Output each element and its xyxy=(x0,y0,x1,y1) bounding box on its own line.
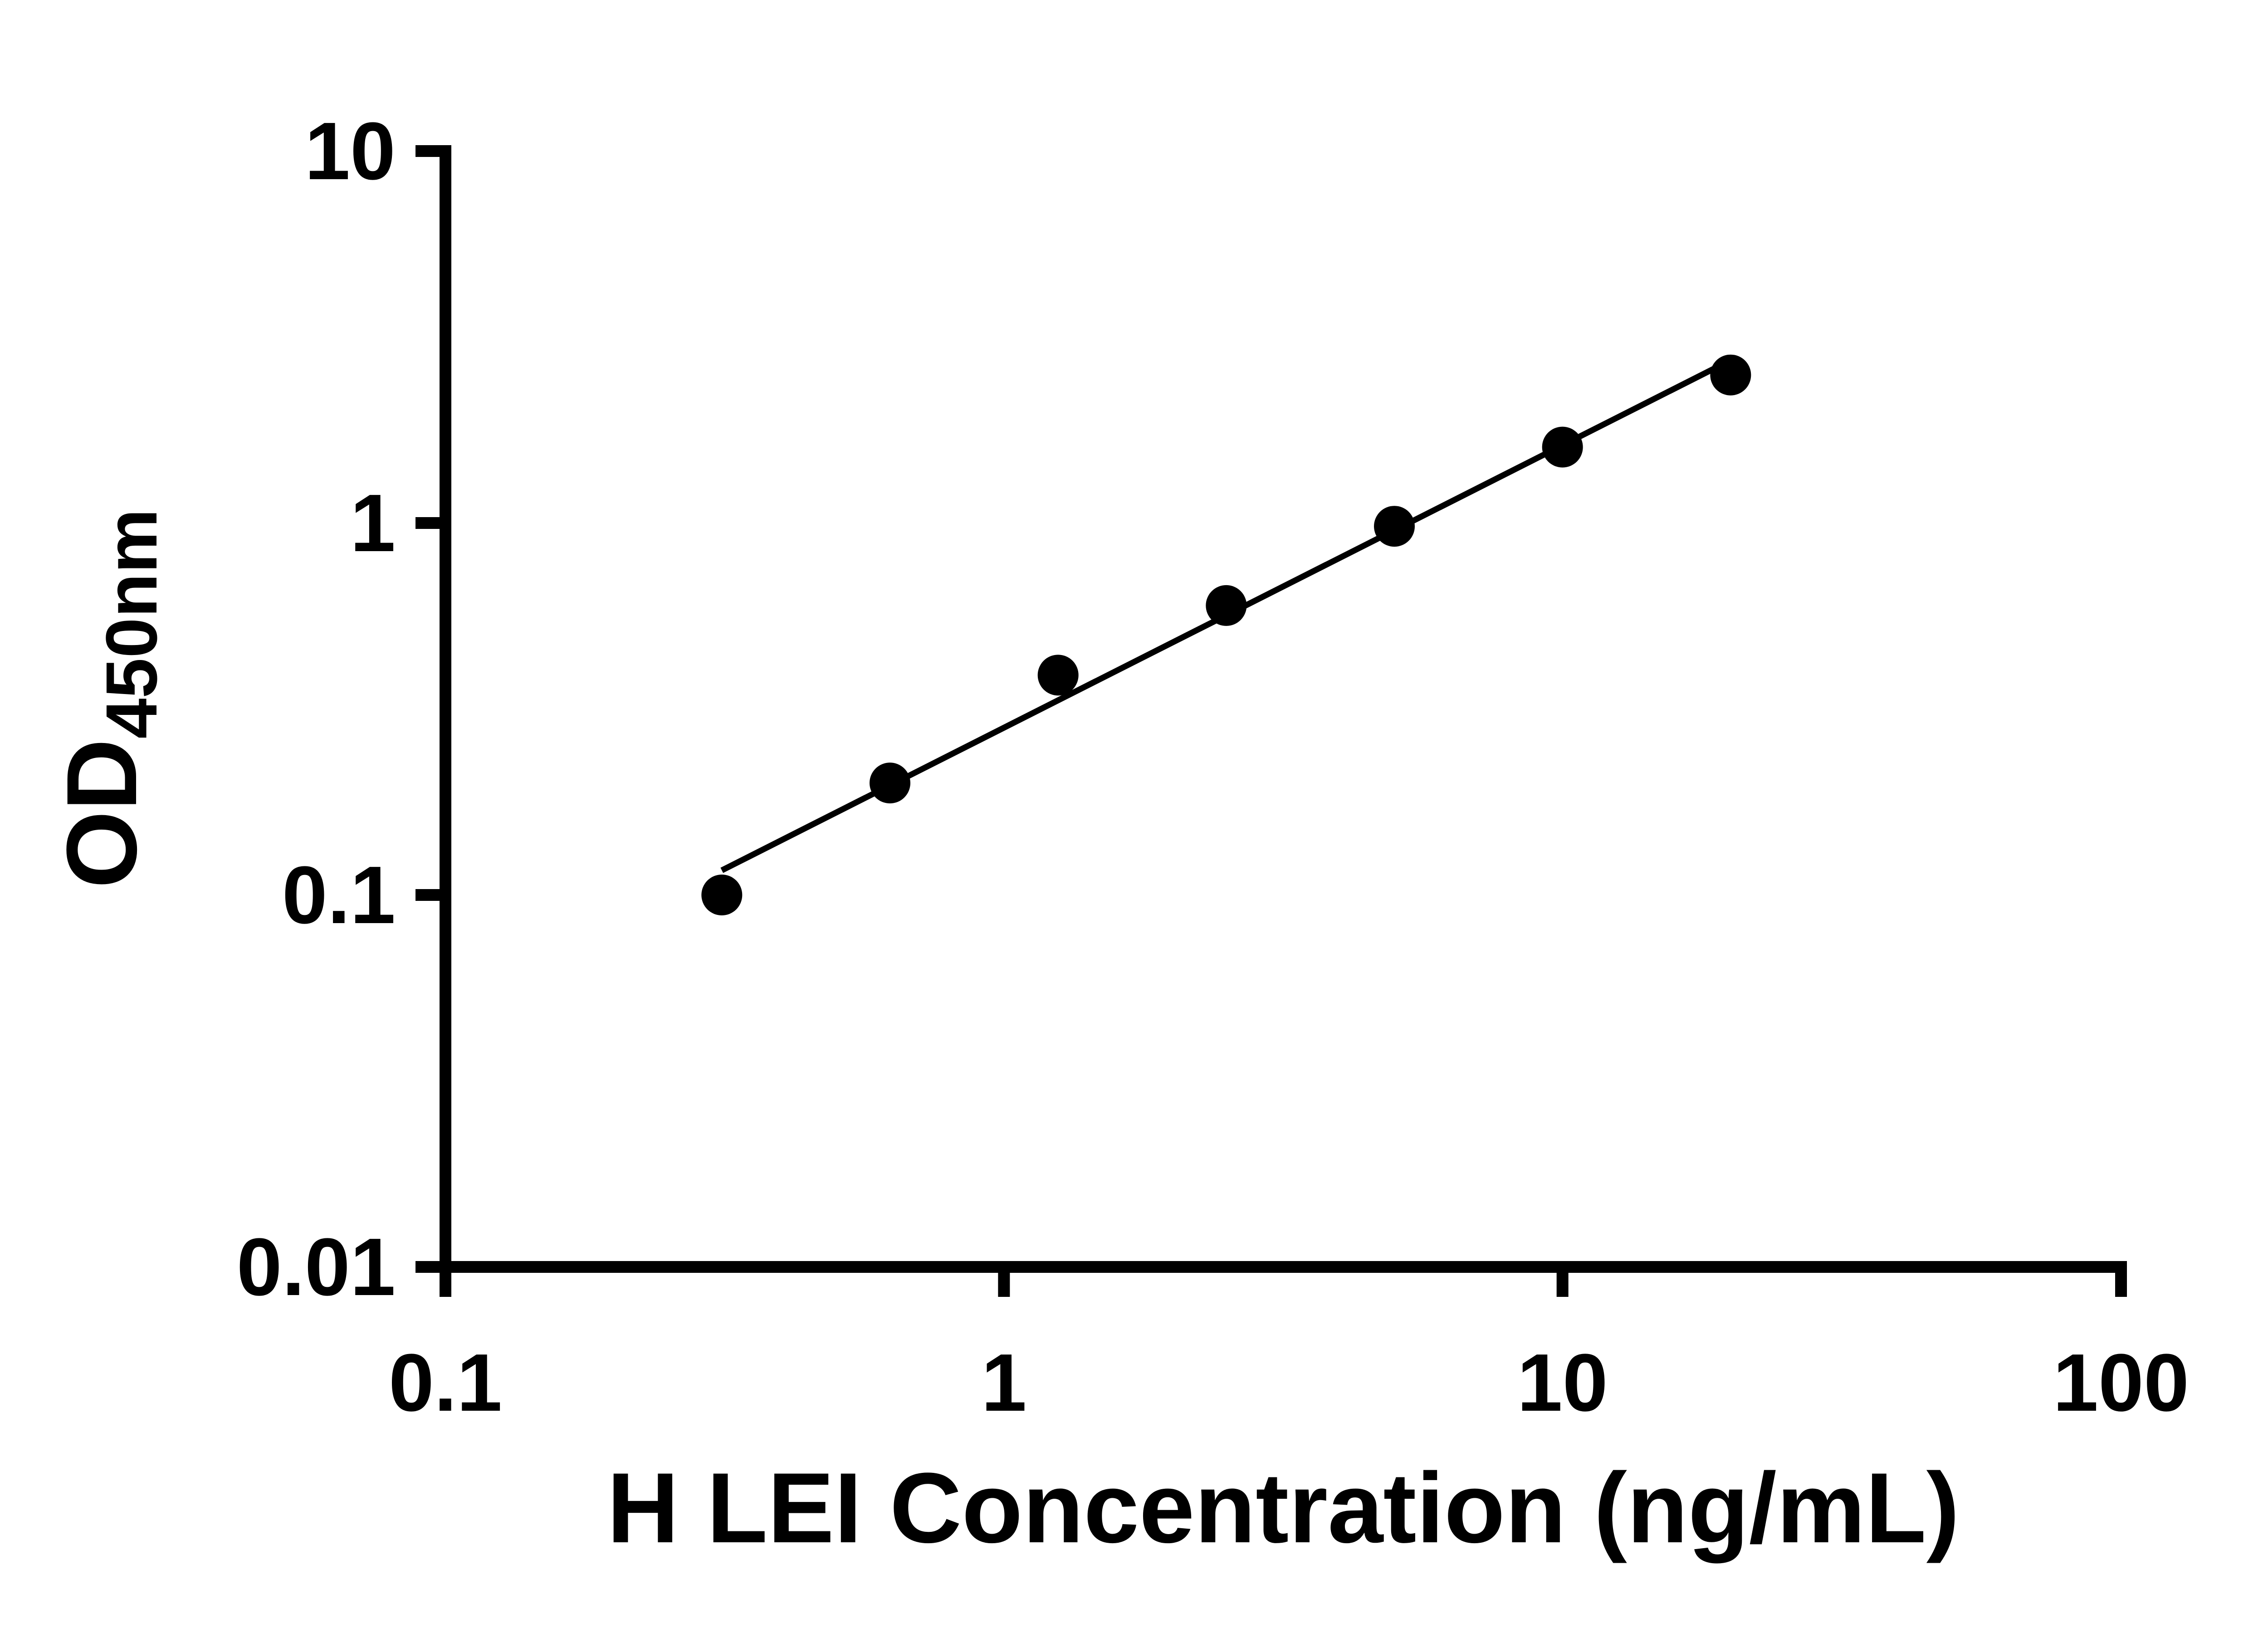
x-tick-label: 0.1 xyxy=(389,1337,502,1428)
data-point xyxy=(1374,506,1415,547)
x-tick-label: 10 xyxy=(1517,1337,1608,1428)
data-point xyxy=(701,875,743,915)
y-axis-title-base: OD xyxy=(46,738,157,888)
axes-layer: 0.1 1 10 100 0.01 0.1 1 10 xyxy=(237,106,2190,1428)
x-axis-title: H LEI Concentration (ng/mL) xyxy=(607,1452,1960,1564)
data-point xyxy=(1542,426,1583,468)
y-tick-label: 10 xyxy=(305,106,396,197)
y-tick-label: 1 xyxy=(350,478,396,569)
series-layer xyxy=(701,354,1751,915)
labels-layer: H LEI Concentration (ng/mL) OD450nm xyxy=(46,509,1960,1564)
y-axis-title: OD450nm xyxy=(46,509,172,889)
data-point xyxy=(1206,585,1247,626)
axis-spines xyxy=(440,145,2127,1273)
x-tick-label: 100 xyxy=(2053,1337,2189,1428)
y-tick-label: 0.01 xyxy=(237,1222,396,1313)
data-point xyxy=(869,763,910,804)
data-point xyxy=(1037,655,1079,696)
y-axis-title-sub: 450nm xyxy=(91,509,172,739)
y-tick-label: 0.1 xyxy=(282,850,396,941)
data-point xyxy=(1710,354,1751,396)
x-tick-label: 1 xyxy=(981,1337,1026,1428)
